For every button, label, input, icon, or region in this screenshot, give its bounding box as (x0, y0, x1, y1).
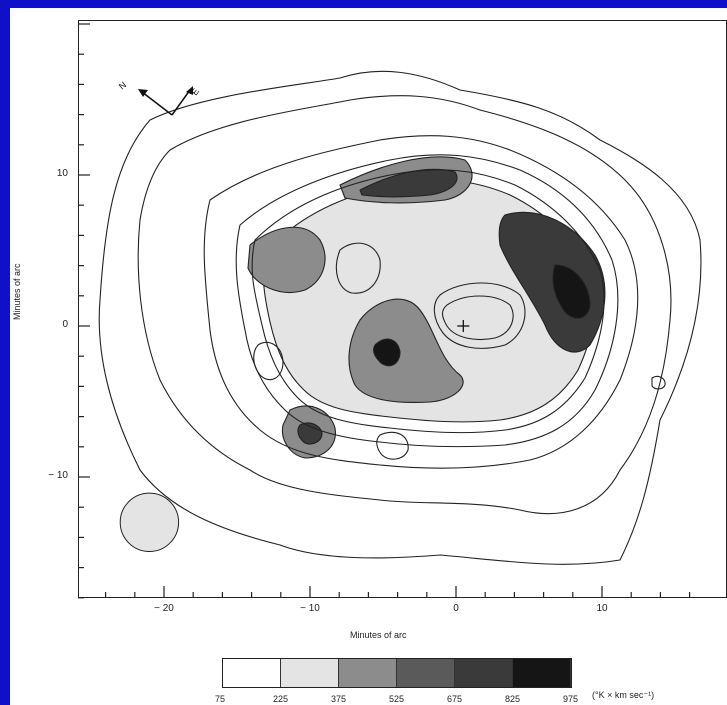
contour-fill-3 (359, 168, 458, 198)
y-axis-label: Minutes of arc (12, 263, 22, 320)
colorbar-segment (281, 659, 339, 687)
contour-line-4 (251, 169, 605, 434)
y-tick-label: − 10 (48, 470, 68, 481)
colorbar-level-label: 375 (331, 694, 347, 704)
compass-label-e: E (189, 86, 201, 97)
contour-fill-1 (247, 226, 326, 293)
contour-line-1 (137, 95, 672, 515)
contour-fill-6 (348, 298, 464, 403)
x-tick-label: − 10 (300, 603, 320, 614)
contour-loop-4 (376, 431, 409, 460)
x-tick-label: 0 (453, 603, 459, 614)
colorbar-unit-label: (°K × km sec⁻¹) (592, 690, 655, 700)
x-tick-label: − 20 (154, 603, 174, 614)
compass-arrow-e (171, 89, 191, 116)
colorbar-segment (513, 659, 571, 687)
y-tick-label: 0 (62, 319, 68, 330)
colorbar-segment (223, 659, 281, 687)
compass-arrow-n (141, 91, 173, 116)
colorbar-level-label: 975 (563, 694, 579, 704)
contour-fill-5 (552, 264, 591, 319)
contour-line-3 (235, 154, 619, 448)
colorbar-level-label: 225 (273, 694, 289, 704)
contour-loop-0 (433, 282, 526, 349)
compass-head-n (138, 89, 148, 97)
contour-line-0 (98, 70, 702, 565)
colorbar-segment (397, 659, 455, 687)
compass-head-e (186, 86, 193, 95)
colorbar (222, 658, 572, 688)
x-tick-label: 10 (596, 603, 608, 614)
contour-line-2 (203, 135, 639, 469)
colorbar-level-label: 75 (215, 694, 226, 704)
colorbar-level-label: 675 (447, 694, 463, 704)
y-tick-label: 10 (56, 168, 68, 179)
colorbar-segment (339, 659, 397, 687)
compass-label-n: N (117, 80, 128, 92)
beam-circle (119, 492, 180, 552)
colorbar-segment (455, 659, 513, 687)
colorbar-level-label: 825 (505, 694, 521, 704)
contour-loop-2 (335, 242, 381, 294)
colorbar-level-label: 525 (389, 694, 405, 704)
contour-loop-3 (253, 341, 284, 381)
contour-loop-1 (441, 295, 514, 341)
contour-loop-5 (651, 375, 666, 390)
contour-fill-7 (373, 338, 401, 367)
contour-fill-9 (297, 422, 323, 445)
x-axis-label: Minutes of arc (350, 630, 407, 640)
